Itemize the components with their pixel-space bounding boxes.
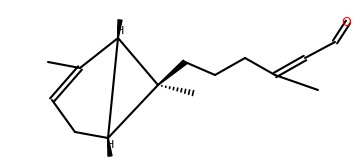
Polygon shape <box>118 20 122 38</box>
Polygon shape <box>108 138 112 156</box>
Text: H: H <box>106 140 114 150</box>
Text: O: O <box>341 15 351 29</box>
Polygon shape <box>158 60 187 85</box>
Text: H: H <box>116 26 124 36</box>
